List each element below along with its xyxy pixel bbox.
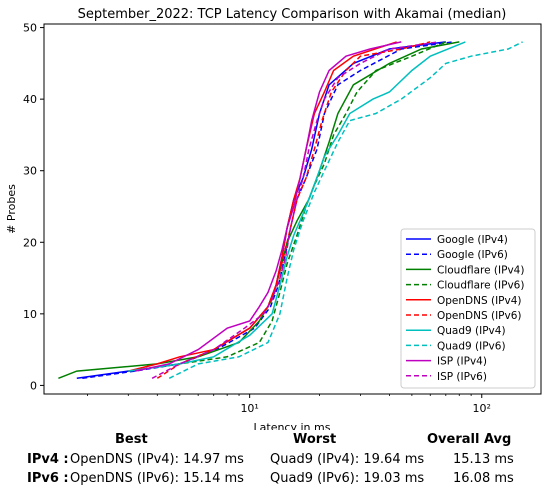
plot-frame: [43, 23, 542, 395]
series-line-quad9-ipv4: [128, 41, 466, 372]
legend-label-isp-ipv4: ISP (IPv4): [437, 356, 487, 368]
legend-label-cloudflare-ipv4: Cloudflare (IPv4): [437, 264, 524, 276]
series-line-google-ipv6: [82, 41, 453, 380]
series-line-opendns-ipv6: [156, 41, 431, 379]
latency-chart: September_2022: TCP Latency Comparison w…: [5, 7, 542, 430]
series-line-google-ipv4: [76, 41, 446, 380]
legend-box: [400, 228, 536, 389]
avg-ipv6: 16.08 ms: [453, 471, 514, 486]
x-tick-label: 10¹: [240, 402, 258, 415]
y-tick-label: 30: [23, 165, 37, 178]
y-tick-label: 20: [23, 236, 37, 249]
x-axis-label: Latency in ms: [254, 421, 331, 430]
header-worst: Worst: [293, 432, 337, 447]
series-line-cloudflare-ipv4: [58, 41, 460, 379]
legend-label-quad9-ipv4: Quad9 (IPv4): [437, 325, 506, 337]
worst-ipv6: Quad9 (IPv6): 19.03 ms: [270, 471, 425, 486]
legend-label-google-ipv4: Google (IPv4): [437, 234, 508, 246]
series-line-cloudflare-ipv6: [128, 41, 447, 372]
avg-ipv4: 15.13 ms: [453, 452, 514, 467]
series-line-isp-ipv4: [134, 41, 402, 372]
series-line-quad9-ipv6: [168, 41, 523, 379]
row-label-ipv6: IPv6 :: [27, 471, 69, 486]
y-tick-label: 50: [23, 22, 37, 35]
row-label-ipv4: IPv4 :: [27, 452, 69, 467]
best-ipv6: OpenDNS (IPv6): 15.14 ms: [70, 471, 244, 486]
y-tick-label: 10: [23, 308, 37, 321]
plot-area: 0 10 20 30 40 50 10¹ 10²: [23, 22, 523, 415]
legend-label-quad9-ipv6: Quad9 (IPv6): [437, 340, 506, 352]
y-axis-label: # Probes: [5, 184, 18, 234]
header-best: Best: [115, 432, 148, 447]
legend-label-opendns-ipv4: OpenDNS (IPv4): [437, 295, 522, 307]
worst-ipv4: Quad9 (IPv4): 19.64 ms: [270, 452, 425, 467]
legend-label-cloudflare-ipv6: Cloudflare (IPv6): [437, 280, 524, 292]
chart-title: September_2022: TCP Latency Comparison w…: [78, 7, 507, 22]
y-tick-label: 0: [30, 379, 37, 392]
legend: Google (IPv4) Google (IPv6) Cloudflare (IP…: [400, 228, 536, 389]
series-line-opendns-ipv4: [128, 41, 397, 372]
y-tick-label: 40: [23, 93, 37, 106]
best-ipv4: OpenDNS (IPv4): 14.97 ms: [70, 452, 244, 467]
header-overall-avg: Overall Avg: [427, 432, 512, 447]
series-line-isp-ipv6: [151, 41, 439, 379]
legend-label-opendns-ipv6: OpenDNS (IPv6): [437, 310, 522, 322]
legend-label-isp-ipv6: ISP (IPv6): [437, 371, 487, 383]
legend-label-google-ipv6: Google (IPv6): [437, 249, 508, 261]
x-tick-label: 10²: [473, 402, 491, 415]
